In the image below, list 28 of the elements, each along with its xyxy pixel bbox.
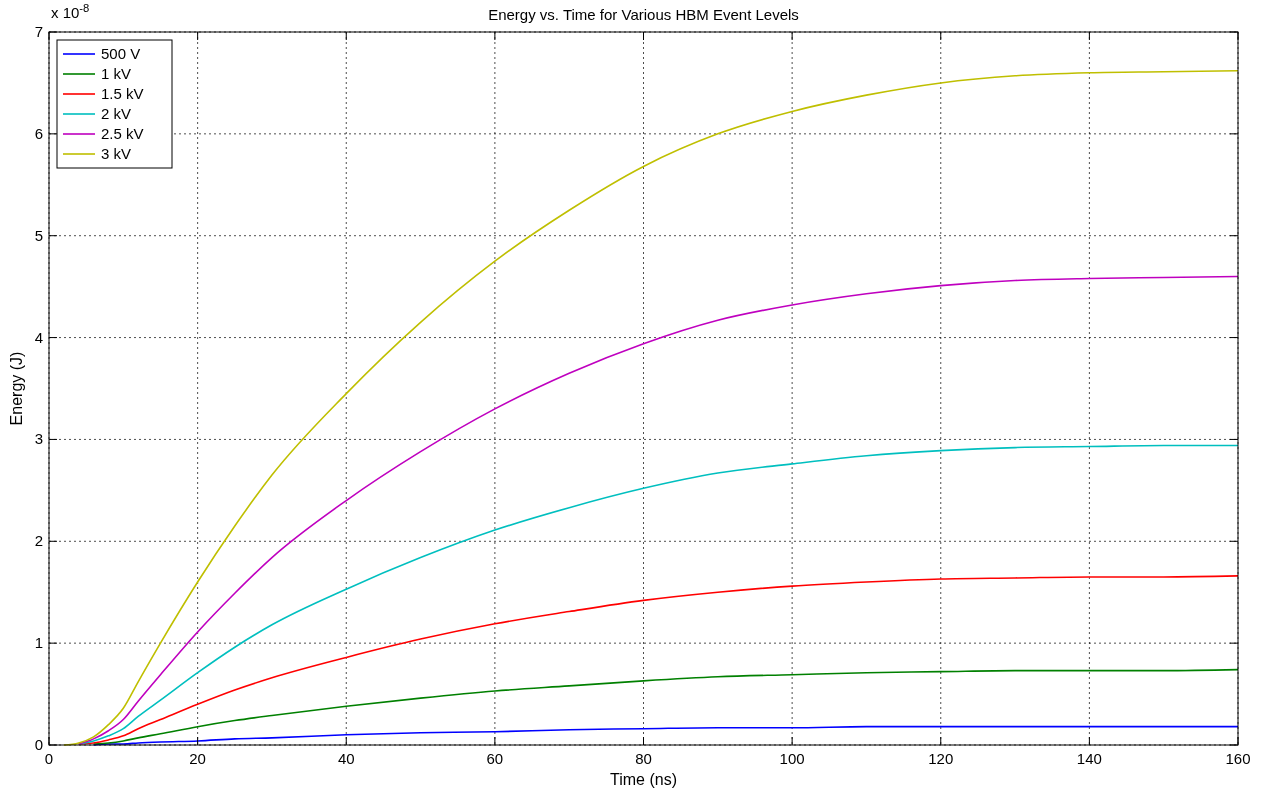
line-series: [92, 668, 1239, 745]
y-tick-label: 5: [34, 226, 43, 244]
x-axis-title: Time (ns): [610, 771, 677, 788]
x-tick-label: 140: [1076, 750, 1102, 767]
text: x 10$^{-8}$: [51, 2, 90, 21]
y-tick-label: 4: [34, 328, 43, 346]
y-tick-label: 3: [34, 430, 43, 448]
legend-label: 2 kV: [101, 105, 132, 122]
legend-label: 2.5 kV: [101, 125, 144, 142]
legend-label: 500 V: [101, 45, 141, 62]
x-tick-label: 40: [337, 750, 355, 767]
chart-title: Energy vs. Time for Various HBM Event Levels: [488, 6, 799, 23]
legend-label: 3 kV: [101, 145, 132, 162]
line-series: [77, 275, 1239, 745]
y-tick-label: 2: [34, 532, 43, 550]
y-tick-label: 0: [34, 736, 43, 753]
x-tick-label: 80: [635, 750, 652, 767]
y-tick-label: 7: [34, 23, 43, 40]
legend-label: 1.5 kV: [101, 85, 144, 102]
y-tick-label: 1: [34, 634, 43, 652]
legend-label: 1 kV: [101, 65, 132, 82]
y-tick-label: 6: [34, 124, 43, 142]
x-tick-label: 160: [1225, 750, 1251, 767]
x-tick-label: 60: [486, 750, 504, 767]
x-tick-label: 100: [779, 750, 805, 767]
x-tick-label: 120: [928, 750, 954, 767]
x-tick-label: 20: [189, 750, 206, 767]
y-axis-title: Energy (J): [8, 351, 25, 426]
